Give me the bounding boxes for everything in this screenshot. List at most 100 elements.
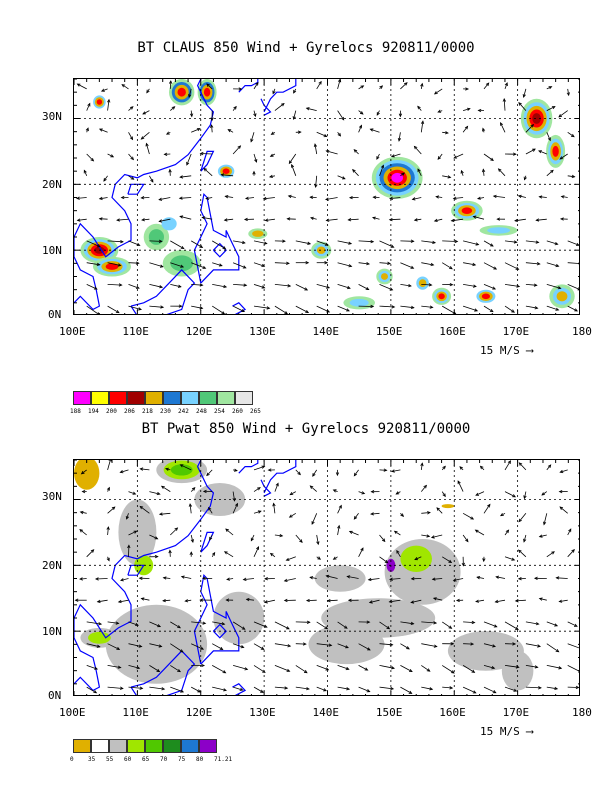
wind-arrow	[274, 103, 285, 111]
wind-arrowhead	[535, 218, 540, 222]
wind-arrowhead	[234, 502, 238, 507]
wind-arrowhead	[534, 665, 539, 669]
wind-arrowhead	[472, 284, 477, 288]
wind-arrowhead	[345, 645, 349, 649]
wind-arrowhead	[417, 168, 421, 173]
wind-arrowhead	[288, 160, 293, 165]
wind-arrowhead	[571, 549, 575, 553]
shading-blob	[74, 460, 100, 490]
wind-arrow	[358, 240, 374, 243]
wind-arrow	[185, 599, 192, 602]
wind-arrow	[253, 510, 262, 514]
wind-arrowhead	[233, 105, 237, 110]
wind-arrowhead	[161, 687, 166, 691]
wind-arrowhead	[168, 168, 172, 173]
wind-arrowhead	[395, 491, 400, 495]
wind-arrow	[253, 110, 256, 117]
wind-arrowhead	[289, 491, 294, 496]
wind-arrow	[437, 153, 443, 160]
wind-arrowhead	[482, 558, 486, 563]
wind-arrowhead	[263, 600, 268, 604]
wind-arrowhead	[459, 466, 463, 470]
wind-arrowhead	[116, 646, 121, 650]
wind-arrowhead	[559, 156, 564, 160]
wind-arrow	[483, 240, 494, 247]
wind-arrowhead	[408, 283, 412, 288]
wind-arrowhead	[263, 241, 268, 245]
wind-arrowhead	[196, 128, 201, 132]
wind-arrow	[128, 284, 140, 289]
wind-arrow	[149, 240, 162, 242]
wind-arrowhead	[127, 544, 131, 549]
wind-arrowhead	[432, 597, 437, 601]
wind-arrow	[434, 88, 443, 95]
wind-arrow	[337, 621, 348, 629]
wind-arrowhead	[177, 284, 182, 288]
wind-arrow	[358, 284, 369, 290]
wind-arrowhead	[347, 598, 352, 602]
wind-arrowhead	[348, 530, 353, 534]
wind-arrowhead	[234, 468, 238, 472]
wind-arrow	[483, 686, 496, 694]
wind-arrowhead	[286, 626, 290, 630]
wind-arrowhead	[429, 305, 434, 309]
wind-arrowhead	[492, 286, 497, 290]
wind-arrow	[86, 284, 98, 290]
wind-arrow	[128, 153, 134, 160]
wind-arrowhead	[568, 528, 572, 533]
coastline-layer	[74, 460, 297, 695]
wind-arrowhead	[389, 642, 394, 647]
wind-arrowhead	[306, 620, 311, 624]
wind-arrow	[253, 466, 265, 471]
wind-arrowhead	[270, 131, 275, 135]
wind-arrowhead	[120, 239, 124, 244]
wind-arrow	[159, 197, 171, 201]
wind-arrowhead	[201, 216, 206, 220]
shading-blob	[252, 230, 264, 237]
wind-arrowhead	[453, 155, 458, 159]
wind-arrowhead	[353, 515, 358, 520]
wind-arrowhead	[455, 598, 460, 603]
wind-arrow	[274, 305, 288, 314]
wind-arrowhead	[332, 489, 337, 493]
wind-arrow	[379, 262, 391, 264]
shading-blob	[177, 87, 186, 97]
wind-arrow	[128, 132, 133, 140]
wind-arrowhead	[140, 136, 145, 140]
wind-arrow	[274, 483, 279, 492]
wind-arrow	[441, 665, 455, 674]
wind-arrowhead	[158, 219, 163, 223]
wind-arrowhead	[547, 137, 551, 142]
wind-arrow	[483, 621, 497, 628]
wind-arrow	[170, 665, 181, 673]
colorbar-swatch	[73, 739, 91, 753]
wind-arrow	[358, 643, 371, 651]
wind-arrow	[558, 110, 568, 118]
wind-arrowhead	[262, 669, 266, 673]
coastline	[212, 623, 227, 639]
wind-arrow	[504, 460, 511, 471]
wind-arrow	[293, 110, 297, 120]
wind-arrowhead	[403, 82, 408, 86]
wind-arrowhead	[138, 644, 143, 648]
wind-arrow	[191, 621, 206, 624]
wind-arrowhead	[139, 686, 144, 690]
wind-arrow	[539, 534, 547, 538]
wind-arrowhead	[541, 492, 545, 496]
wind-arrow	[421, 621, 437, 624]
wind-arrow	[159, 218, 171, 222]
wind-arrowhead	[523, 538, 527, 543]
wind-arrowhead	[254, 158, 258, 163]
wind-arrowhead	[135, 285, 140, 289]
wind-arrow	[315, 175, 318, 188]
wind-arrow	[546, 132, 551, 141]
lon-label: 130E	[249, 325, 276, 338]
wind-arrowhead	[106, 486, 110, 491]
wind-arrowhead	[156, 491, 161, 496]
wind-arrowhead	[203, 167, 208, 172]
wind-arrow	[163, 577, 171, 579]
wind-arrow	[291, 164, 297, 176]
wind-arrowhead	[414, 557, 419, 561]
wind-arrowhead	[372, 216, 376, 220]
wind-arrowhead	[305, 107, 310, 111]
